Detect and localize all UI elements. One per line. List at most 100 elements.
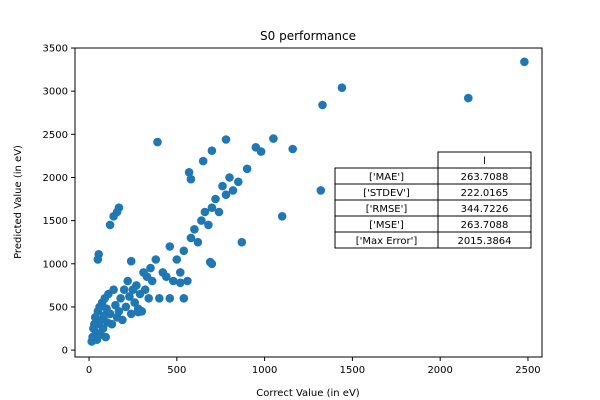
table-header-label: l: [483, 156, 486, 167]
data-point: [165, 294, 175, 303]
data-point: [123, 276, 132, 286]
data-point: [137, 307, 146, 316]
data-point: [172, 255, 182, 264]
data-point: [183, 276, 192, 286]
table-row-label: ['MAE']: [369, 172, 404, 183]
data-point: [153, 137, 162, 147]
y-tick-label: 3000: [43, 87, 68, 98]
data-point: [221, 190, 231, 199]
data-point: [221, 135, 231, 144]
x-tick-label: 0: [86, 365, 92, 376]
y-tick-label: 2000: [43, 173, 68, 184]
y-axis-ticks: 0 500 1000 1500 2000 2500 3000 3500: [43, 44, 75, 357]
x-axis-label: Correct Value (in eV): [256, 388, 360, 399]
data-point: [125, 292, 134, 301]
plot-frame: [74, 47, 543, 358]
data-point: [176, 278, 185, 288]
table-row-label: ['Max Error']: [356, 236, 418, 247]
data-point: [211, 194, 220, 204]
table-row-value: 222.0165: [461, 188, 509, 199]
data-point: [176, 268, 185, 277]
data-point: [105, 220, 115, 230]
data-point: [242, 164, 252, 174]
data-point: [146, 263, 155, 273]
data-point: [118, 315, 127, 325]
data-point: [107, 319, 117, 329]
data-point: [109, 285, 118, 295]
x-tick-label: 2000: [427, 365, 452, 376]
chart-title: S0 performance: [260, 29, 356, 43]
y-tick-label: 1500: [43, 216, 68, 227]
stats-table: l ['MAE'] 263.7088 ['STDEV'] 222.0165 ['RMSE'…: [334, 151, 532, 249]
data-point: [114, 307, 124, 316]
table-row-label: ['STDEV']: [363, 188, 410, 199]
data-point: [151, 255, 161, 264]
data-point: [119, 285, 129, 295]
data-point: [190, 225, 199, 234]
table-row-label: ['RMSE']: [366, 204, 408, 215]
data-point: [126, 309, 136, 319]
x-tick-label: 1500: [340, 365, 365, 376]
data-point: [228, 186, 238, 195]
data-point: [165, 242, 175, 251]
data-point: [116, 294, 125, 303]
data-point: [198, 156, 208, 166]
table-row-value-cell: [437, 231, 532, 249]
data-point: [186, 174, 196, 184]
data-point: [147, 276, 157, 286]
data-point: [98, 324, 108, 333]
data-point: [218, 181, 227, 191]
data-point: [179, 294, 189, 303]
data-point: [155, 294, 164, 303]
data-point: [144, 294, 153, 303]
data-point: [204, 220, 213, 230]
table-row-value: 344.7226: [461, 204, 509, 215]
x-tick-label: 2500: [515, 365, 540, 376]
data-point: [162, 272, 171, 282]
data-point: [237, 237, 247, 247]
y-tick-label: 3500: [43, 44, 68, 55]
data-point: [121, 302, 131, 312]
table-row-value: 263.7088: [461, 220, 509, 231]
data-point: [184, 168, 194, 177]
data-point: [316, 186, 326, 195]
table-row-value: 263.7088: [461, 172, 509, 183]
data-point: [94, 250, 103, 259]
data-point: [200, 207, 210, 217]
data-point: [169, 276, 178, 286]
data-point: [140, 285, 150, 295]
data-point: [464, 93, 473, 103]
y-tick-label: 1000: [43, 259, 68, 270]
x-tick-label: 500: [167, 365, 186, 376]
data-point: [207, 259, 217, 269]
y-tick-label: 2500: [43, 130, 68, 141]
data-point: [277, 212, 287, 221]
data-point: [114, 203, 124, 212]
data-point: [214, 207, 224, 217]
table-row-value: 2015.3864: [457, 236, 511, 247]
y-tick-label: 0: [62, 346, 68, 357]
x-axis-ticks: 0 500 1000 1500 2000 2500: [86, 357, 541, 376]
data-point: [207, 203, 217, 212]
data-point: [179, 246, 189, 256]
table-row-label: ['MSE']: [369, 220, 404, 231]
data-point: [269, 134, 278, 143]
data-point: [288, 144, 298, 154]
data-point: [193, 237, 203, 247]
data-point: [105, 309, 115, 319]
data-point: [256, 147, 266, 156]
data-point: [186, 233, 196, 243]
data-point: [520, 57, 529, 67]
y-tick-label: 500: [49, 302, 68, 313]
data-point: [197, 216, 206, 225]
data-point: [126, 256, 136, 266]
data-point: [234, 177, 243, 187]
data-point: [101, 332, 110, 342]
data-point: [132, 281, 141, 290]
data-point: [337, 83, 347, 92]
x-tick-label: 1000: [252, 365, 277, 376]
data-point: [225, 173, 234, 182]
data-point: [318, 100, 327, 110]
data-point: [207, 146, 217, 155]
